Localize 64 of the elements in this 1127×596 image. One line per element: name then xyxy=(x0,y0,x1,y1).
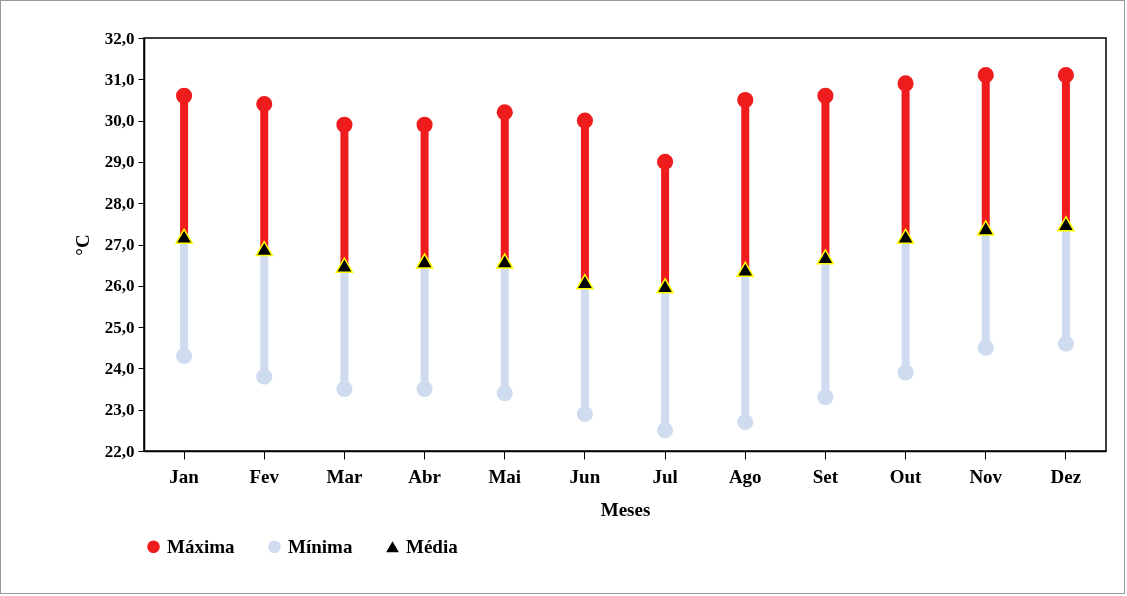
point xyxy=(736,261,755,278)
point xyxy=(977,67,994,84)
y-tick-label: 27,0 xyxy=(104,235,135,254)
y-tick-label: 25,0 xyxy=(104,317,135,337)
point xyxy=(256,96,273,113)
y-tick-label: 26,0 xyxy=(104,276,135,296)
point xyxy=(1057,67,1074,84)
y-tick-label: 29,0 xyxy=(104,152,135,172)
point xyxy=(415,253,434,269)
point xyxy=(817,87,834,104)
x-tick-label: Jul xyxy=(652,465,678,487)
point xyxy=(737,414,754,431)
x-axis-title: Meses xyxy=(600,498,651,520)
x-tick-label: Out xyxy=(889,465,923,487)
x-tick-label: Dez xyxy=(1050,465,1082,487)
x-tick-label: Abr xyxy=(408,465,442,487)
point xyxy=(336,381,353,398)
point xyxy=(896,228,915,244)
x-tick-label: Mar xyxy=(326,465,363,487)
y-tick-label: 30,0 xyxy=(104,111,135,131)
point xyxy=(897,75,914,92)
point xyxy=(416,116,433,133)
y-tick-label: 24,0 xyxy=(104,358,135,378)
legend-label: Mínima xyxy=(288,535,353,557)
x-tick-label: Ago xyxy=(728,465,762,487)
legend-label: Média xyxy=(406,535,459,557)
point xyxy=(816,249,835,265)
y-axis-title: °C xyxy=(71,234,93,256)
point xyxy=(737,91,754,108)
x-tick-label: Set xyxy=(812,465,839,487)
point xyxy=(336,116,353,133)
point xyxy=(576,405,593,422)
legend-label: Máxima xyxy=(167,535,236,557)
point xyxy=(657,422,674,439)
point xyxy=(977,339,994,356)
point xyxy=(496,104,513,121)
point xyxy=(1057,216,1075,232)
y-tick-label: 28,0 xyxy=(104,193,135,213)
y-tick-label: 32,0 xyxy=(104,28,135,48)
x-tick-label: Jan xyxy=(169,465,200,487)
y-tick-label: 23,0 xyxy=(104,400,135,420)
x-tick-label: Fev xyxy=(249,465,280,487)
point xyxy=(576,273,594,290)
x-tick-label: Nov xyxy=(969,465,1003,487)
point xyxy=(256,368,273,385)
point xyxy=(976,220,995,236)
point xyxy=(897,364,914,381)
point xyxy=(495,253,514,269)
point xyxy=(817,389,834,406)
point xyxy=(255,240,274,257)
x-tick-label: Jun xyxy=(569,465,601,487)
y-tick-label: 31,0 xyxy=(104,69,135,89)
point xyxy=(176,347,193,365)
x-tick-label: Mai xyxy=(488,465,522,487)
point xyxy=(576,112,593,129)
point xyxy=(656,278,674,294)
point xyxy=(175,228,193,244)
point xyxy=(496,385,513,402)
y-tick-label: 22,0 xyxy=(104,441,135,461)
point xyxy=(1057,335,1074,352)
point xyxy=(176,87,193,104)
point xyxy=(416,381,433,398)
point xyxy=(335,257,354,273)
point xyxy=(657,153,674,170)
